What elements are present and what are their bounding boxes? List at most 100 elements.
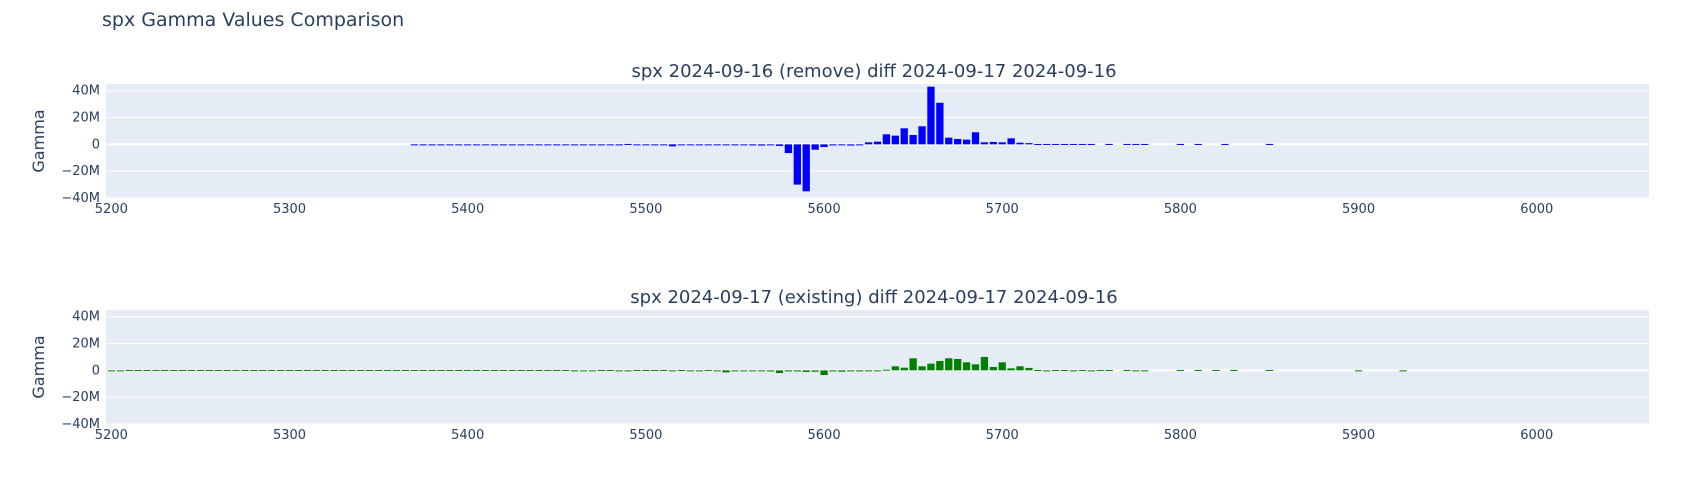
bar <box>544 369 552 371</box>
bar <box>918 126 926 145</box>
bar-series <box>410 86 1274 192</box>
bar <box>1034 369 1042 371</box>
x-tick-label: 5500 <box>629 428 662 443</box>
bar <box>570 370 579 372</box>
x-tick-label: 5700 <box>986 428 1019 443</box>
plot-area <box>106 310 1649 424</box>
y-tick-labels: 40M 20M 0 −20M −40M <box>61 84 100 206</box>
bar <box>1230 369 1238 371</box>
bar <box>811 144 819 150</box>
bar <box>152 369 160 371</box>
bar <box>357 369 365 371</box>
bar <box>927 86 935 145</box>
bar <box>1141 143 1149 145</box>
bar <box>1060 143 1069 145</box>
bar <box>820 144 828 148</box>
bar <box>998 142 1006 145</box>
bar <box>704 144 712 146</box>
bar <box>1007 138 1015 145</box>
bar <box>962 139 971 145</box>
bar <box>989 367 997 371</box>
bar <box>196 369 205 371</box>
bar <box>740 370 748 372</box>
bar <box>499 144 507 146</box>
bar <box>526 369 534 371</box>
bar <box>731 144 739 146</box>
bar <box>214 369 222 371</box>
bar <box>259 369 267 371</box>
x-tick-label: 6000 <box>1520 202 1553 217</box>
y-tick-label: −20M <box>61 390 100 405</box>
bar <box>606 144 614 146</box>
bar <box>633 144 641 146</box>
bar <box>873 370 882 372</box>
bar <box>856 144 864 146</box>
bar <box>437 144 445 146</box>
bar <box>962 362 971 371</box>
bar <box>1069 143 1078 145</box>
bar <box>1078 369 1087 371</box>
bar <box>1025 367 1033 371</box>
bar <box>161 369 169 371</box>
bar <box>811 370 819 372</box>
bar <box>232 369 240 371</box>
x-tick-label: 5700 <box>986 202 1019 217</box>
bar <box>900 128 908 145</box>
bar <box>651 144 659 146</box>
y-tick-label: 0 <box>92 363 100 378</box>
bar <box>954 138 962 145</box>
subplot-remove: spx 2024-09-16 (remove) diff 2024-09-17 … <box>29 61 1649 217</box>
bar <box>535 144 543 146</box>
bar <box>517 144 525 146</box>
bar <box>624 143 632 145</box>
bar <box>437 369 445 371</box>
y-tick-label: −40M <box>61 417 100 432</box>
bar <box>1354 370 1363 372</box>
bar <box>1221 143 1229 145</box>
bar <box>241 369 249 371</box>
y-tick-label: 20M <box>72 111 100 126</box>
bar <box>1052 143 1060 145</box>
bar <box>677 369 686 371</box>
bar <box>276 369 285 371</box>
bar <box>472 144 481 146</box>
bar <box>348 369 356 371</box>
bar <box>508 144 516 146</box>
x-tick-labels: 5200 5300 5400 5500 5600 5700 5800 5900 6000 <box>95 428 1553 443</box>
bar <box>642 369 650 371</box>
bar <box>864 142 873 145</box>
bar <box>766 370 775 372</box>
bar <box>1016 142 1024 145</box>
y-axis-label: Gamma <box>29 109 48 172</box>
bar <box>820 370 828 376</box>
bar <box>882 369 891 371</box>
bar <box>660 369 668 371</box>
bar <box>481 144 490 146</box>
bar <box>793 144 801 185</box>
bar <box>802 144 810 192</box>
bar <box>535 369 543 371</box>
figure-title: spx Gamma Values Comparison <box>102 9 404 31</box>
x-tick-label: 5900 <box>1342 202 1375 217</box>
bar <box>927 363 935 371</box>
bar <box>330 369 338 371</box>
subplot-existing: spx 2024-09-17 (existing) diff 2024-09-1… <box>29 287 1649 443</box>
bar <box>677 144 686 146</box>
bar <box>829 370 837 372</box>
bar <box>695 144 703 146</box>
bar <box>668 144 677 147</box>
bar <box>1265 369 1274 371</box>
bar <box>597 369 605 371</box>
bar <box>615 370 623 372</box>
bar <box>294 369 303 371</box>
bar <box>392 369 401 371</box>
bar <box>722 370 730 373</box>
bar <box>1132 370 1140 372</box>
bar <box>285 369 294 371</box>
bar <box>170 369 178 371</box>
bar <box>526 144 534 146</box>
bar <box>570 144 579 146</box>
plot-area <box>106 84 1649 198</box>
bar <box>731 370 739 372</box>
bar <box>945 137 953 145</box>
